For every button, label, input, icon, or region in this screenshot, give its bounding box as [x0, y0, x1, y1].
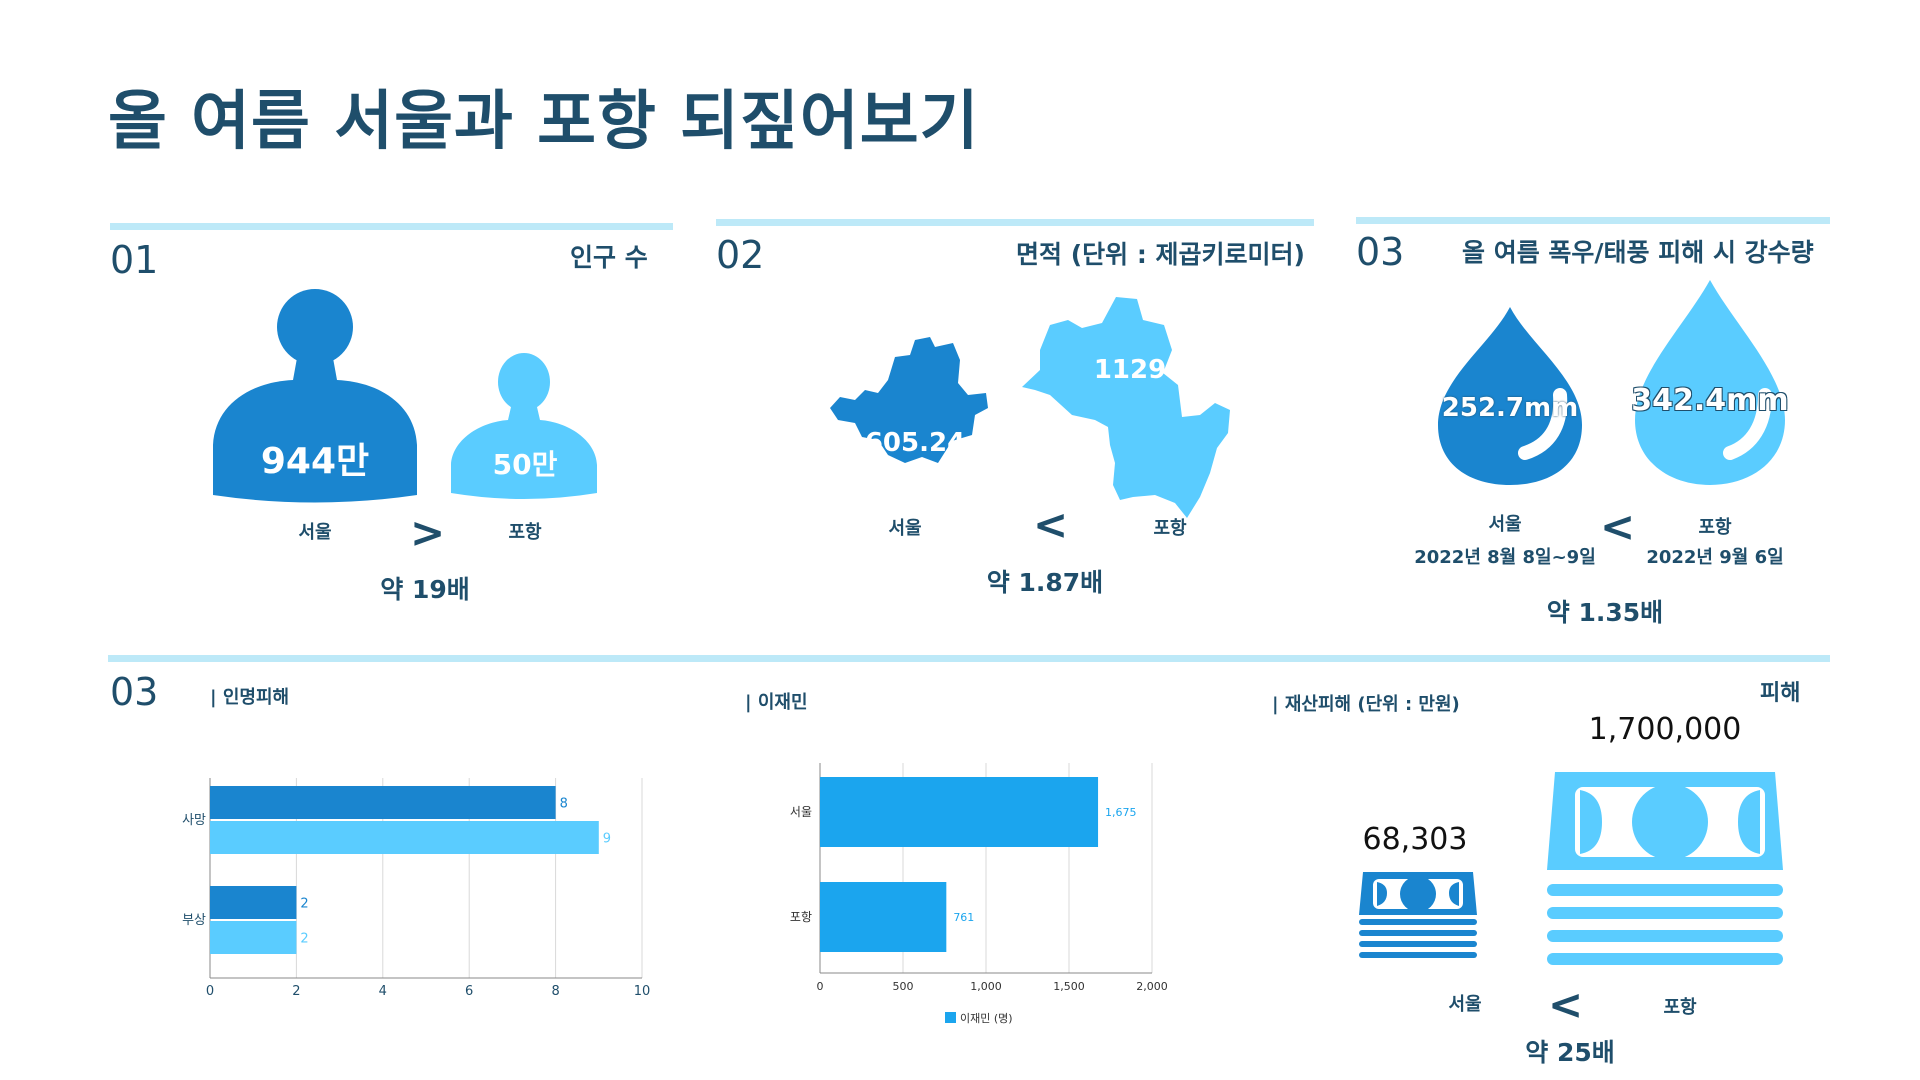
- compare-symbol: >: [410, 508, 445, 557]
- data-label: 1,675: [1105, 806, 1137, 819]
- pohang-label: 포항: [1645, 993, 1715, 1019]
- ratio-text: 약 25배: [1495, 1033, 1645, 1069]
- bar: [210, 786, 556, 819]
- section-divider: [1356, 217, 1830, 224]
- legend-label: 이재민 (명): [960, 1012, 1013, 1025]
- section-number: 02: [716, 233, 764, 277]
- section-number: 01: [110, 238, 158, 282]
- section-divider: [716, 219, 1314, 226]
- x-tick-label: 6: [465, 984, 473, 999]
- y-tick-label: 서울: [790, 805, 812, 819]
- x-tick-label: 0: [206, 984, 214, 999]
- section-divider: [108, 655, 1830, 662]
- data-label: 9: [603, 832, 611, 847]
- pohang-label: 포항: [1680, 513, 1750, 539]
- displaced-chart: 0 500 1,000 1,500 2,000 서울 1,675 포항 761 이재민 (명): [760, 755, 1180, 1035]
- area-maps: [810, 285, 1280, 535]
- seoul-label: 서울: [1430, 990, 1500, 1016]
- section-number: 03: [1356, 230, 1404, 274]
- data-label: 761: [953, 911, 974, 924]
- section-heading: 올 여름 폭우/태풍 피해 시 강수량: [1462, 233, 1814, 269]
- x-tick-label: 1,500: [1053, 980, 1085, 993]
- y-tick-label: 포항: [790, 910, 812, 924]
- bar: [210, 886, 296, 919]
- bar: [210, 821, 599, 854]
- section-heading: 인구 수: [570, 238, 648, 274]
- section-divider: [110, 223, 673, 230]
- damage-label: 피해: [1760, 675, 1800, 707]
- pohang-date: 2022년 9월 6일: [1630, 543, 1800, 569]
- x-tick-label: 2,000: [1136, 980, 1168, 993]
- seoul-label: 서울: [870, 514, 940, 540]
- section-heading: 면적 (단위 : 제곱키로미터): [1016, 235, 1305, 271]
- ratio-text: 약 1.87배: [970, 563, 1120, 599]
- money-stack-icon: [1547, 772, 1783, 965]
- y-tick-label: 부상: [182, 913, 206, 928]
- data-label: 8: [560, 797, 568, 812]
- x-tick-label: 10: [634, 984, 651, 999]
- data-label: 2: [300, 932, 308, 947]
- x-tick-label: 500: [893, 980, 914, 993]
- pohang-rainfall-value: 342.4mm: [1620, 383, 1800, 418]
- property-icons: [1350, 760, 1800, 975]
- section-number: 03: [110, 670, 158, 714]
- compare-symbol: <: [1548, 980, 1583, 1029]
- pohang-map-icon: [1022, 297, 1230, 518]
- seoul-date: 2022년 8월 8일~9일: [1405, 543, 1605, 569]
- bar: [210, 921, 296, 954]
- ratio-text: 약 1.35배: [1530, 593, 1680, 629]
- page-title: 올 여름 서울과 포항 되짚어보기: [108, 70, 980, 162]
- pohang-label: 포항: [490, 518, 560, 544]
- pohang-money-value: 1,700,000: [1565, 712, 1765, 747]
- x-tick-label: 1,000: [970, 980, 1002, 993]
- money-stack-icon: [1359, 872, 1477, 958]
- seoul-label: 서울: [280, 518, 350, 544]
- pohang-population-value: 50만: [470, 443, 580, 483]
- seoul-rainfall-value: 252.7mm: [1430, 393, 1590, 423]
- seoul-money-value: 68,303: [1345, 822, 1485, 857]
- ratio-text: 약 19배: [350, 570, 500, 606]
- bar: [820, 777, 1098, 847]
- legend-swatch: [945, 1012, 956, 1023]
- displaced-heading: | 이재민: [745, 688, 808, 714]
- x-tick-label: 0: [817, 980, 824, 993]
- seoul-label: 서울: [1470, 510, 1540, 536]
- x-tick-label: 2: [292, 984, 300, 999]
- seoul-population-value: 944만: [245, 432, 385, 484]
- casualty-chart: 0 2 4 6 8 10 사망 8 9 부상 2 2: [160, 760, 670, 1000]
- seoul-area-value: 605.24: [855, 428, 975, 458]
- bar: [820, 882, 946, 952]
- y-tick-label: 사망: [182, 813, 206, 828]
- compare-symbol: <: [1033, 500, 1068, 549]
- property-heading: | 재산피해 (단위 : 만원): [1272, 690, 1460, 716]
- pohang-area-value: 1129: [1085, 355, 1175, 385]
- casualty-heading: | 인명피해: [210, 683, 289, 709]
- data-label: 2: [300, 897, 308, 912]
- x-tick-label: 8: [551, 984, 559, 999]
- pohang-label: 포항: [1135, 514, 1205, 540]
- x-tick-label: 4: [379, 984, 387, 999]
